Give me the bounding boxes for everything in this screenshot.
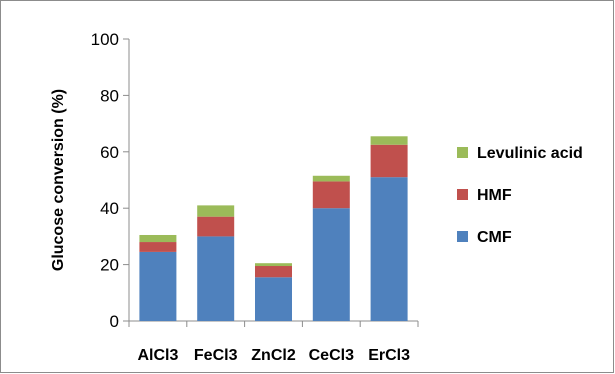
bar-cmf-fecl3 [197,236,235,321]
legend-label-hmf: HMF [477,187,512,204]
legend-label-cmf: CMF [477,229,512,246]
y-axis-title: Glucose conversion (%) [50,89,67,271]
legend-swatch-levulinic-acid [457,147,468,158]
y-tick-label: 60 [100,143,119,162]
y-tick-label: 100 [91,30,119,49]
y-tick-label: 80 [100,86,119,105]
y-tick-label: 40 [100,199,119,218]
y-tick-label: 0 [110,312,119,331]
bar-hmf-cecl3 [312,181,350,209]
y-tick-label: 20 [100,256,119,275]
bar-cmf-cecl3 [312,208,350,321]
legend: Levulinic acid HMF CMF [457,145,583,246]
bar-cmf-zncl2 [255,277,292,321]
category-labels: AlCl3 FeCl3 ZnCl2 CeCl3 ErCl3 [137,347,410,364]
bar-stacks [139,136,408,321]
bar-levulinic-acid-ercl3 [370,136,408,145]
category-label-zncl2: ZnCl2 [251,347,296,364]
category-label-cecl3: CeCl3 [309,347,354,364]
category-label-fecl3: FeCl3 [194,347,238,364]
legend-swatch-hmf [457,189,468,200]
legend-swatch-cmf [457,231,468,242]
bar-cmf-alcl3 [139,251,177,321]
bar-hmf-zncl2 [255,266,292,278]
category-label-ercl3: ErCl3 [368,347,410,364]
y-axis-ticks: 0 20 40 60 80 100 [91,30,129,331]
bar-hmf-fecl3 [197,216,235,237]
bar-hmf-ercl3 [370,144,408,178]
bar-levulinic-acid-cecl3 [312,175,350,182]
x-axis-ticks [128,321,419,327]
legend-label-levulinic-acid: Levulinic acid [477,145,583,162]
bar-cmf-ercl3 [370,177,408,321]
bar-levulinic-acid-alcl3 [139,234,177,243]
bar-levulinic-acid-fecl3 [197,205,235,217]
category-label-alcl3: AlCl3 [137,347,178,364]
bar-levulinic-acid-zncl2 [255,263,292,267]
bar-hmf-alcl3 [139,242,177,252]
